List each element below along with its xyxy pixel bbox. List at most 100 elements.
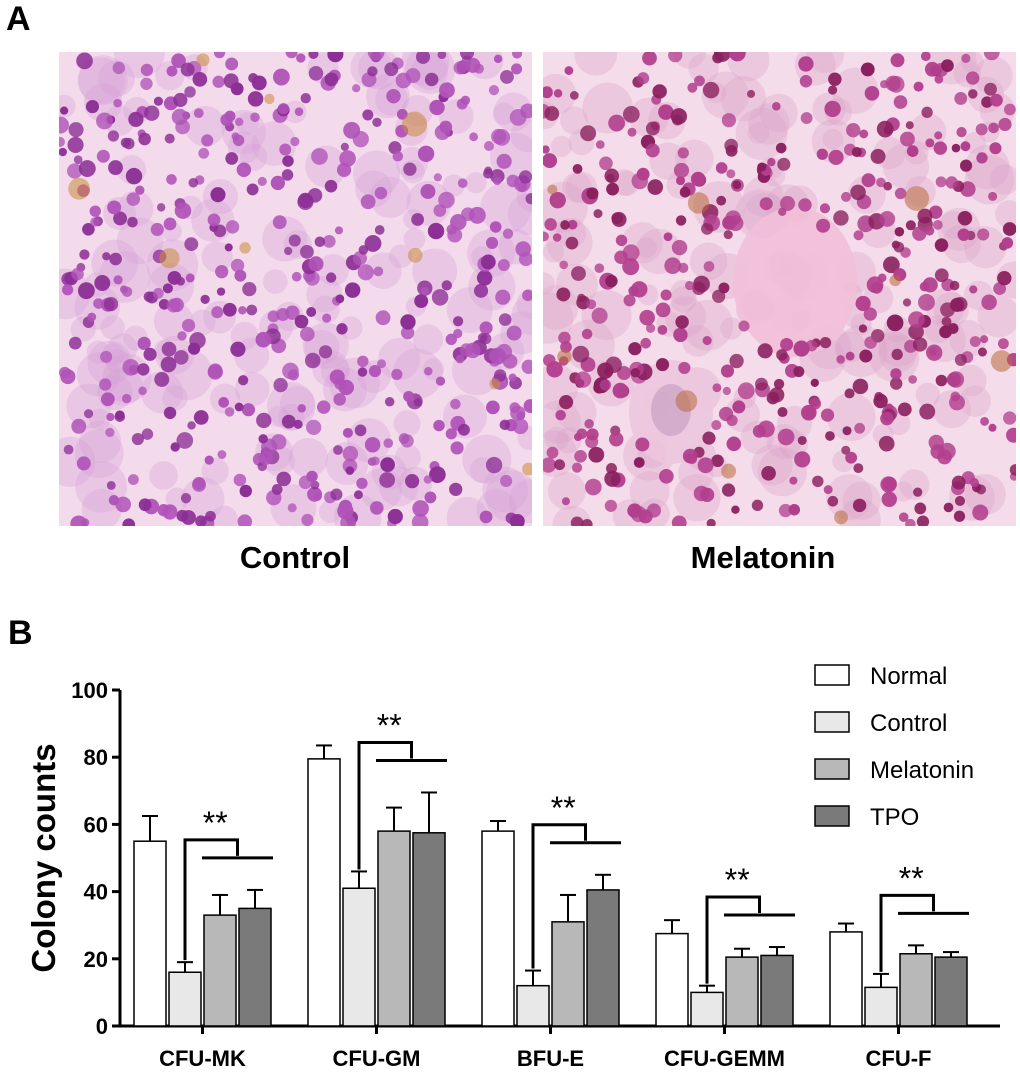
tissue-cell <box>59 366 71 379</box>
tissue-cell <box>780 195 795 211</box>
tissue-cell <box>697 457 714 474</box>
tissue-cell <box>984 82 997 96</box>
tissue-cell <box>577 293 586 303</box>
tissue-haze <box>682 299 734 351</box>
tissue-cell <box>343 121 361 139</box>
tissue-cell <box>282 362 299 380</box>
bar-melatonin-cfu-mk <box>203 914 237 1027</box>
tissue-cell <box>580 125 597 142</box>
tissue-cell <box>438 191 455 209</box>
tissue-cell <box>677 147 689 159</box>
tissue-cell <box>586 187 599 200</box>
tissue-cell <box>586 428 599 441</box>
tissue-cell <box>495 289 511 305</box>
tissue-cell <box>304 352 321 369</box>
tissue-cell <box>184 86 196 98</box>
tissue-cell <box>845 451 858 464</box>
tissue-cell <box>499 419 511 431</box>
tissue-cell <box>981 96 993 108</box>
tissue-cell <box>552 233 562 242</box>
legend-swatch-control <box>814 711 850 733</box>
tissue-cell <box>954 91 968 105</box>
tissue-cell <box>772 102 781 111</box>
tissue-cell <box>488 85 500 96</box>
tissue-cell <box>308 256 324 272</box>
tissue-cell <box>137 363 150 376</box>
tissue-cell <box>737 382 755 400</box>
tissue-cell <box>702 431 716 445</box>
tissue-haze <box>66 383 112 429</box>
tissue-cell <box>793 340 810 357</box>
bar-tpo-bfu-e <box>586 889 620 1027</box>
tissue-cell <box>367 66 378 77</box>
tissue-cell <box>496 153 512 169</box>
tissue-cell <box>549 192 566 209</box>
tissue-cell <box>225 57 239 71</box>
tissue-cell <box>367 52 385 61</box>
tissue-cell <box>828 149 844 165</box>
tissue-cell <box>864 85 880 101</box>
tissue-cell <box>71 267 84 281</box>
tissue-cell <box>655 302 671 318</box>
tissue-cell <box>645 323 656 333</box>
pigment-spot <box>557 349 572 364</box>
tissue-cell <box>237 514 253 526</box>
tissue-cell <box>59 106 69 115</box>
tissue-cell <box>954 353 967 366</box>
bar-normal-cfu-gm <box>307 758 341 1027</box>
tissue-cell <box>757 343 773 359</box>
tissue-cell <box>107 130 120 142</box>
tissue-cell <box>718 406 734 422</box>
tissue-cell <box>556 287 571 302</box>
tissue-cell <box>554 459 566 471</box>
tissue-cell <box>705 214 717 225</box>
tissue-cell <box>441 280 452 291</box>
tissue-cell <box>908 311 925 328</box>
tissue-cell <box>880 411 894 426</box>
tissue-cell <box>184 237 199 252</box>
tissue-cell <box>493 176 502 186</box>
tissue-cell <box>544 218 557 231</box>
tissue-cell <box>675 176 686 186</box>
tissue-cell <box>128 111 144 127</box>
tissue-cell <box>193 410 209 425</box>
tissue-cell <box>400 326 415 340</box>
tissue-cell <box>738 320 750 332</box>
tissue-cell <box>881 491 897 507</box>
tissue-cell <box>336 323 348 335</box>
tissue-cell <box>706 518 716 526</box>
tissue-haze <box>834 331 866 363</box>
pigment-spot <box>68 177 90 200</box>
tissue-cell <box>453 316 464 327</box>
tissue-cell <box>154 372 170 387</box>
tissue-cell <box>846 123 861 138</box>
tissue-cell <box>112 61 126 75</box>
tissue-cell <box>405 474 420 489</box>
tissue-cell <box>935 374 948 387</box>
tissue-cell <box>543 145 550 154</box>
tissue-cell <box>188 177 199 188</box>
tissue-cell <box>247 91 264 107</box>
bar-control-bfu-e <box>516 984 550 1027</box>
tissue-haze <box>480 182 532 234</box>
tissue-cell <box>90 217 100 227</box>
tissue-cell <box>177 331 187 341</box>
tissue-cell <box>450 398 461 410</box>
pigment-spot <box>407 247 423 263</box>
tissue-cell <box>224 407 235 417</box>
tissue-haze <box>743 176 784 217</box>
tissue-cell <box>555 409 566 421</box>
tissue-cell <box>144 105 160 121</box>
y-tick-label: 60 <box>84 812 108 837</box>
tissue-cell <box>270 434 287 450</box>
tissue-cell <box>969 478 979 488</box>
tissue-cell <box>572 345 590 363</box>
tissue-cell <box>882 476 897 492</box>
tissue-cell <box>137 336 151 350</box>
tissue-cell <box>853 230 864 241</box>
tissue-cell <box>924 61 940 77</box>
tissue-cell <box>642 52 657 66</box>
tissue-haze <box>965 144 1010 190</box>
tissue-cell <box>330 488 343 501</box>
tissue-cell <box>461 207 475 221</box>
